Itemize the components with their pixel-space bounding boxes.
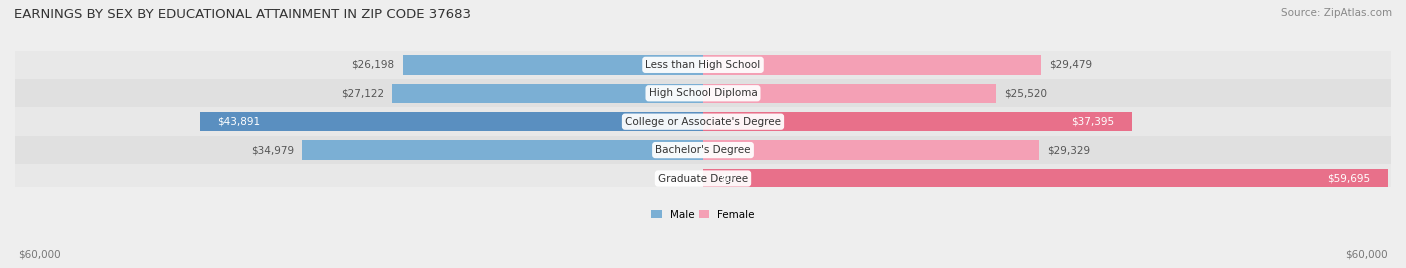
- Bar: [15, 164, 1391, 193]
- Legend: Male, Female: Male, Female: [647, 206, 759, 224]
- Bar: [200, 112, 703, 131]
- Bar: [302, 140, 703, 160]
- Text: $43,891: $43,891: [217, 117, 260, 127]
- Bar: [15, 107, 1391, 136]
- Bar: [15, 51, 1391, 79]
- Text: $29,479: $29,479: [1049, 60, 1092, 70]
- Text: Bachelor's Degree: Bachelor's Degree: [655, 145, 751, 155]
- Text: $27,122: $27,122: [340, 88, 384, 98]
- Bar: [15, 79, 1391, 107]
- Text: Less than High School: Less than High School: [645, 60, 761, 70]
- Text: $34,979: $34,979: [250, 145, 294, 155]
- Bar: [703, 55, 1040, 75]
- Bar: [703, 84, 995, 103]
- Text: $25,520: $25,520: [1004, 88, 1046, 98]
- Text: High School Diploma: High School Diploma: [648, 88, 758, 98]
- Text: $0: $0: [720, 173, 734, 184]
- Text: EARNINGS BY SEX BY EDUCATIONAL ATTAINMENT IN ZIP CODE 37683: EARNINGS BY SEX BY EDUCATIONAL ATTAINMEN…: [14, 8, 471, 21]
- Bar: [392, 84, 703, 103]
- Text: $60,000: $60,000: [18, 250, 60, 260]
- Bar: [15, 136, 1391, 164]
- Text: Graduate Degree: Graduate Degree: [658, 173, 748, 184]
- Bar: [703, 169, 1388, 188]
- Bar: [703, 140, 1039, 160]
- Text: $37,395: $37,395: [1071, 117, 1115, 127]
- Text: College or Associate's Degree: College or Associate's Degree: [626, 117, 780, 127]
- Text: $26,198: $26,198: [352, 60, 395, 70]
- Text: Source: ZipAtlas.com: Source: ZipAtlas.com: [1281, 8, 1392, 18]
- Text: $60,000: $60,000: [1346, 250, 1388, 260]
- Text: $29,329: $29,329: [1047, 145, 1091, 155]
- Bar: [402, 55, 703, 75]
- Bar: [703, 112, 1132, 131]
- Text: $59,695: $59,695: [1327, 173, 1371, 184]
